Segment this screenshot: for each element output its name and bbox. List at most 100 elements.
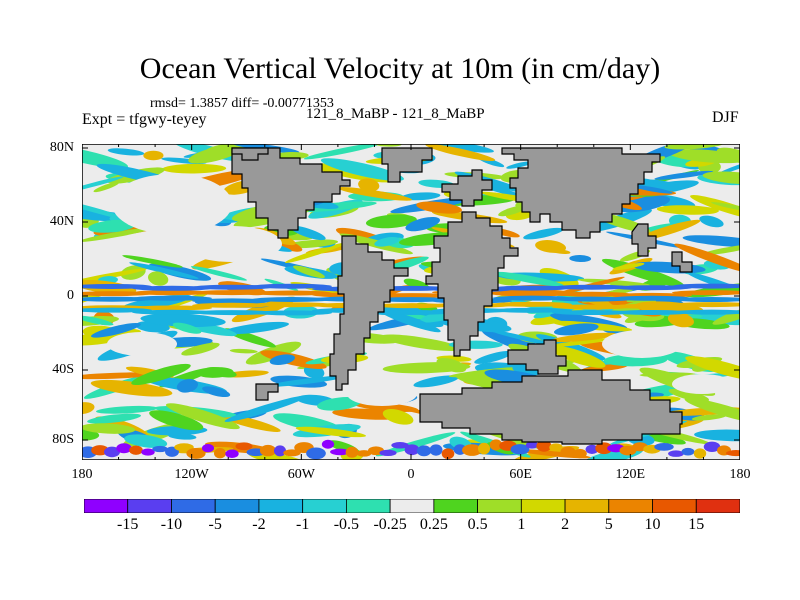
velocity-band	[699, 215, 724, 228]
colorbar-label: -15	[117, 516, 139, 533]
x-tick-label: 120W	[174, 467, 209, 482]
velocity-band	[425, 144, 496, 161]
velocity-band	[192, 302, 272, 308]
velocity-band	[131, 363, 191, 386]
velocity-band	[192, 290, 272, 296]
velocity-band	[703, 441, 721, 452]
velocity-band	[82, 227, 155, 242]
velocity-band	[523, 227, 564, 240]
velocity-band	[93, 181, 120, 193]
colorbar-label: 5	[604, 516, 613, 533]
velocity-band	[690, 195, 740, 221]
colorbar-label: -0.25	[373, 516, 407, 533]
velocity-band	[552, 304, 632, 310]
velocity-band	[669, 149, 740, 164]
x-tick-label: 60E	[509, 467, 532, 482]
velocity-band	[129, 445, 143, 455]
velocity-band	[672, 309, 740, 315]
colorbar-segment	[389, 499, 435, 513]
velocity-band	[165, 403, 240, 430]
land-south-island	[255, 383, 279, 401]
colorbar-label: -5	[208, 516, 222, 533]
velocity-band	[132, 309, 212, 315]
colorbar-segment	[564, 499, 610, 513]
velocity-band	[525, 441, 539, 449]
velocity-band	[192, 310, 272, 316]
velocity-band	[176, 378, 199, 393]
velocity-band	[321, 439, 335, 449]
velocity-band	[82, 372, 157, 380]
colorbar-segment	[652, 499, 697, 513]
velocity-band	[223, 321, 289, 335]
velocity-band	[382, 409, 414, 425]
velocity-band	[375, 432, 456, 457]
velocity-band	[553, 323, 599, 336]
velocity-band	[462, 444, 482, 456]
velocity-band	[413, 144, 494, 153]
velocity-band	[82, 176, 124, 193]
velocity-band	[549, 248, 571, 254]
velocity-band	[347, 382, 417, 406]
y-tick-label: 80N	[49, 140, 74, 155]
velocity-band	[365, 214, 417, 229]
x-tick-label: 180	[729, 467, 751, 482]
colorbar-segment	[302, 499, 347, 513]
velocity-band	[681, 447, 695, 456]
velocity-band	[682, 235, 740, 248]
velocity-band	[132, 285, 212, 291]
velocity-band	[631, 184, 673, 194]
velocity-band	[654, 443, 674, 451]
velocity-band	[248, 451, 308, 460]
land-antarctica	[419, 369, 683, 445]
velocity-band	[330, 448, 350, 456]
velocity-band	[82, 328, 141, 346]
velocity-band	[284, 242, 346, 263]
velocity-band	[225, 449, 239, 458]
velocity-band	[372, 297, 452, 303]
velocity-band	[107, 332, 177, 356]
velocity-band	[667, 312, 694, 328]
velocity-band	[492, 271, 564, 287]
land-masses	[231, 147, 693, 445]
velocity-band	[372, 303, 452, 309]
y-tick-label: 40S	[52, 362, 74, 377]
velocity-band	[549, 443, 563, 452]
velocity-band	[88, 219, 137, 233]
velocity-band	[252, 283, 332, 289]
velocity-band	[391, 442, 409, 449]
velocity-band	[162, 163, 227, 174]
velocity-band	[82, 423, 136, 434]
ocean-velocity-map	[82, 144, 740, 460]
velocity-band	[668, 388, 710, 402]
velocity-band	[201, 444, 215, 453]
x-tick-label: 60W	[287, 467, 315, 482]
velocity-band	[269, 354, 295, 366]
land-africa	[425, 211, 519, 357]
velocity-band	[492, 291, 572, 297]
velocity-band	[693, 448, 707, 459]
velocity-band	[116, 443, 132, 454]
velocity-band	[149, 410, 204, 431]
velocity-band	[404, 444, 420, 456]
velocity-band	[152, 445, 168, 453]
velocity-band	[726, 450, 740, 457]
velocity-band	[510, 444, 530, 455]
velocity-band	[416, 201, 463, 214]
velocity-band	[413, 375, 459, 388]
velocity-band	[552, 310, 632, 316]
velocity-band	[429, 444, 443, 456]
velocity-band	[612, 285, 692, 291]
velocity-band	[585, 444, 599, 454]
colorbar-label: -0.5	[333, 516, 360, 533]
plot-title: Ocean Vertical Velocity at 10m (in cm/da…	[139, 52, 661, 85]
velocity-band	[691, 414, 727, 421]
velocity-band	[401, 192, 441, 201]
velocity-band	[702, 171, 740, 185]
velocity-band	[112, 174, 232, 234]
velocity-band	[672, 374, 732, 394]
velocity-band	[252, 290, 332, 296]
velocity-band	[124, 434, 168, 448]
velocity-band	[82, 402, 95, 415]
land-north-america	[231, 147, 351, 239]
velocity-band	[552, 296, 632, 302]
